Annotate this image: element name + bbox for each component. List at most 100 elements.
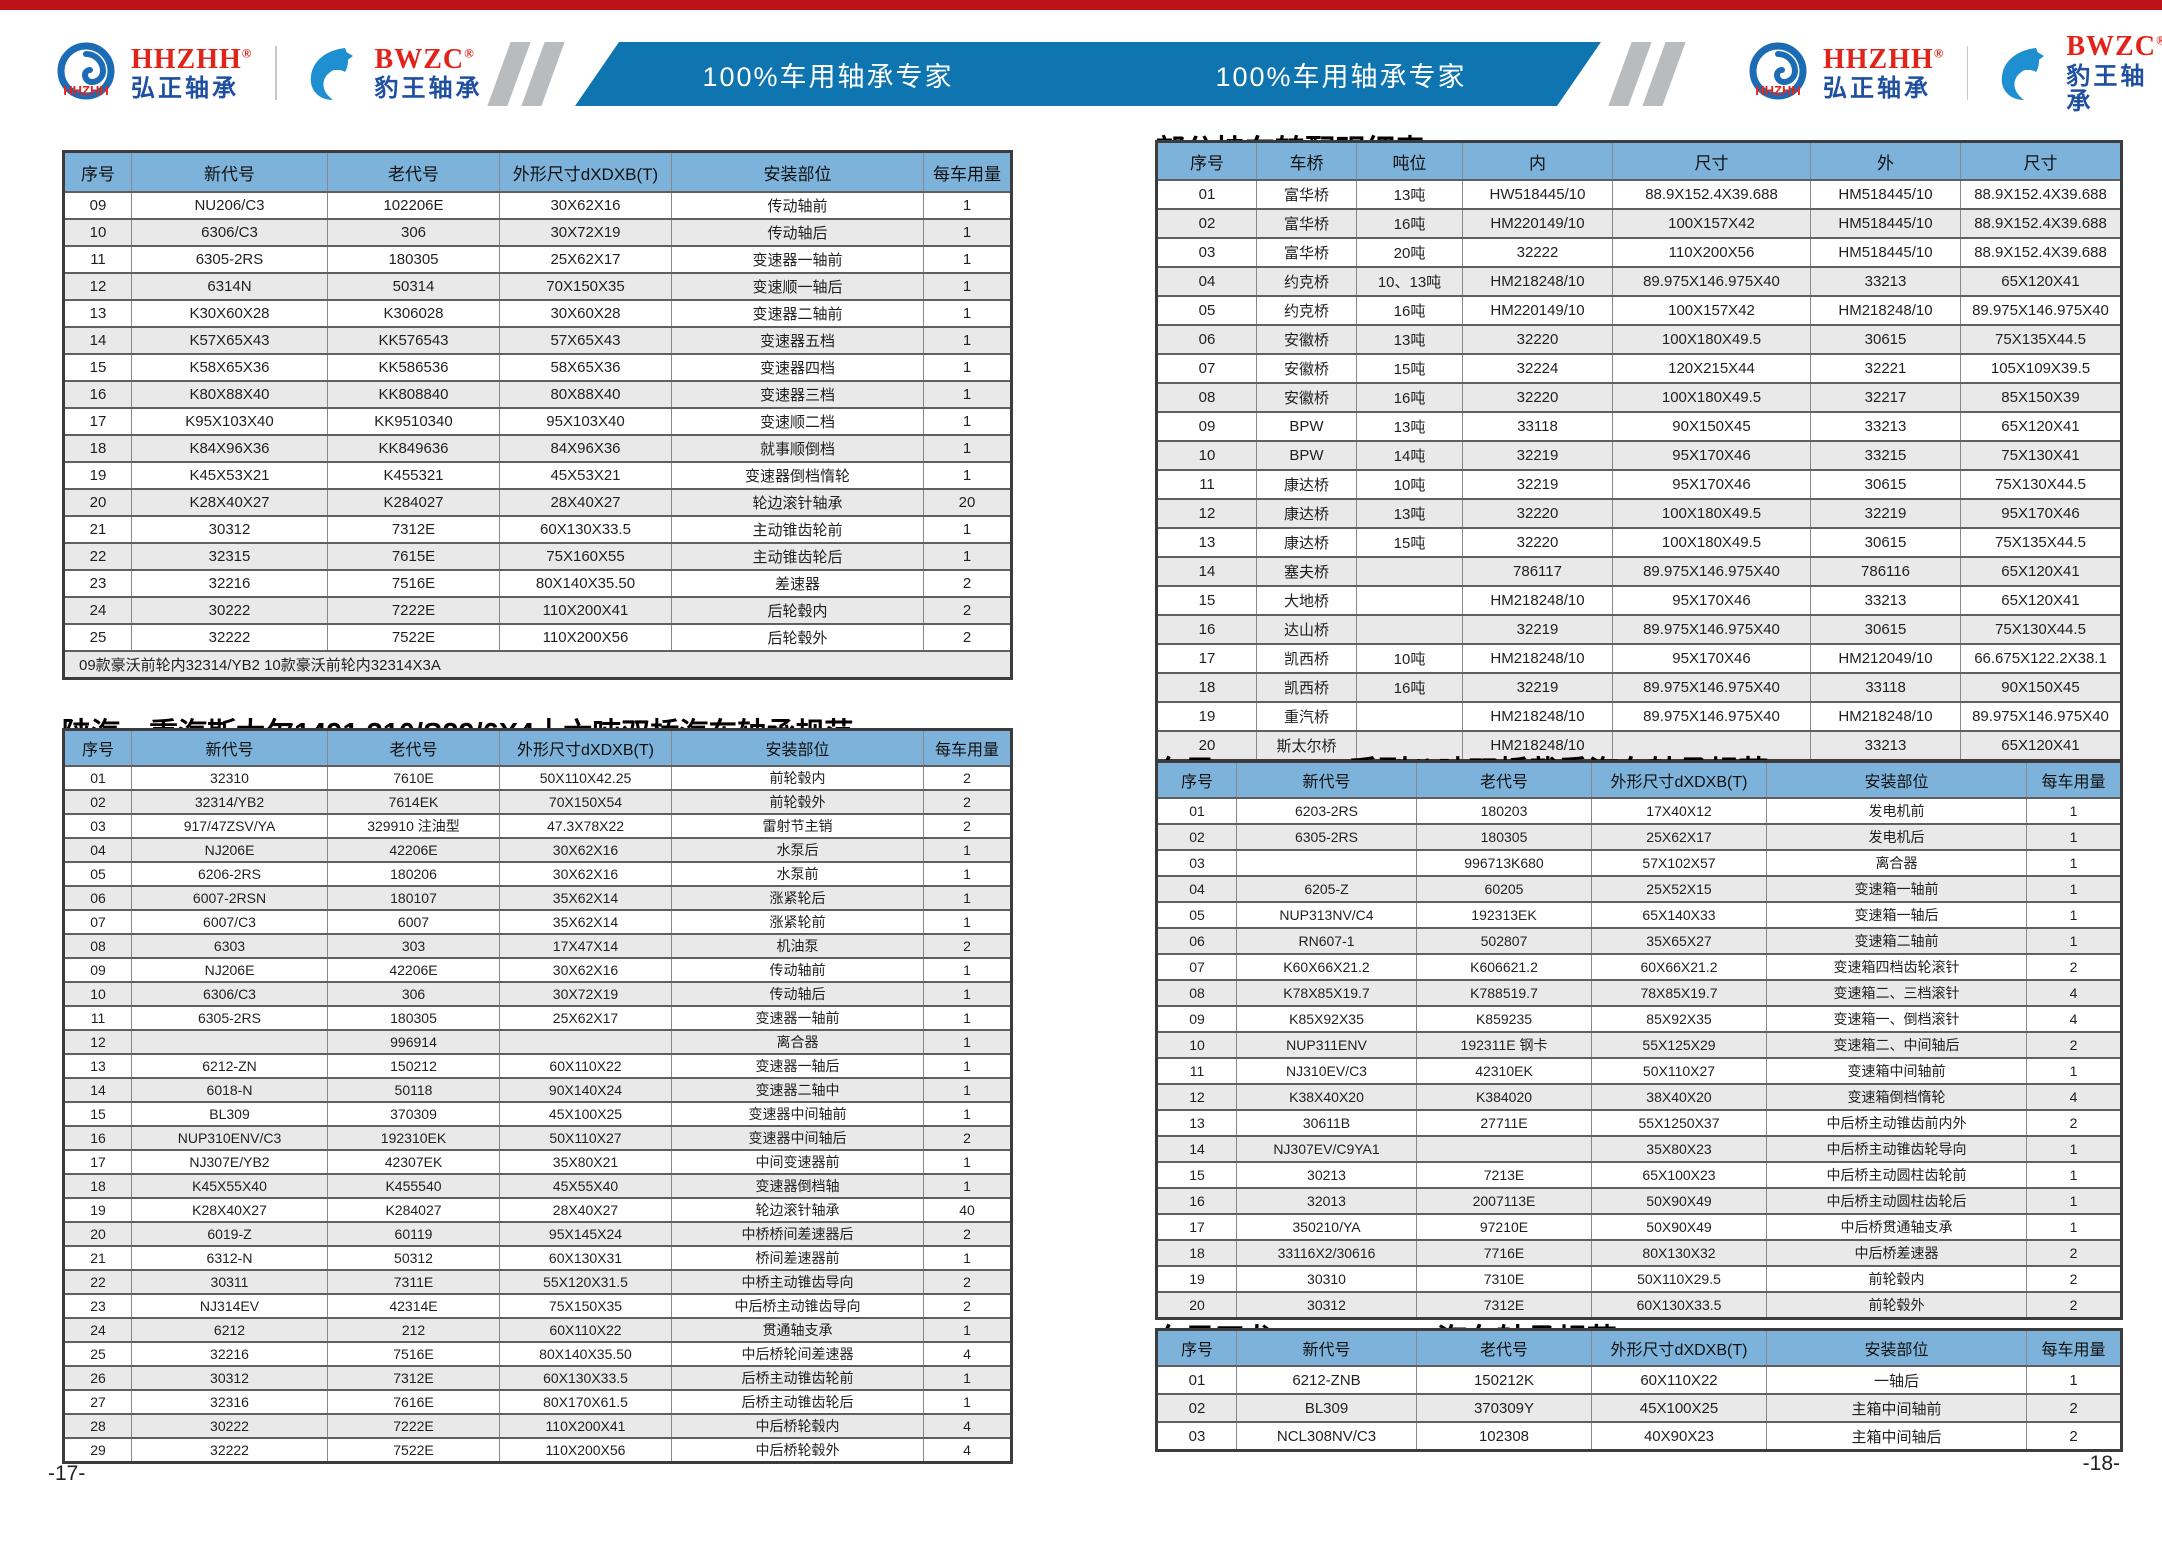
table-cell: 4 — [923, 1413, 1012, 1439]
table-cell: 30615 — [1810, 527, 1961, 558]
table-cell: 32310 — [131, 765, 328, 791]
table-cell: 150212K — [1416, 1365, 1592, 1395]
table-cell: 1 — [2026, 823, 2122, 851]
table-cell: 桥间差速器前 — [671, 1245, 924, 1271]
table-cell: 65X120X41 — [1960, 585, 2122, 616]
table-cell: 14 — [1156, 556, 1257, 587]
table-cell: 21 — [63, 515, 132, 544]
table-cell: 50X110X42.25 — [499, 765, 672, 791]
table-cell: 6303 — [131, 933, 328, 959]
table-cell: 7615E — [327, 542, 500, 571]
table-row: 17 凯西桥 10吨 HM218248/10 95X170X46 HM212049/10 6… — [1156, 643, 2122, 674]
table-cell: 7610E — [327, 765, 500, 791]
table-row: 04 约克桥 10、13吨 HM218248/10 89.975X146.975X40 3… — [1156, 266, 2122, 297]
table-cell: 180107 — [327, 885, 500, 911]
table-cell: 安徽桥 — [1256, 324, 1357, 355]
table-cell: 凯西桥 — [1256, 672, 1357, 703]
table-cell: 350210/YA — [1236, 1213, 1417, 1241]
table-cell: 04 — [63, 837, 132, 863]
table-cell — [1612, 730, 1811, 762]
table-cell: 17X47X14 — [499, 933, 672, 959]
table-cell: 65X100X23 — [1591, 1161, 1767, 1189]
column-header: 车桥 — [1256, 140, 1357, 181]
table-row: 15 BL309 370309 45X100X25 变速器中间轴前 1 — [63, 1101, 1012, 1127]
table-cell: 33213 — [1810, 585, 1961, 616]
table-cell: 60X130X33.5 — [499, 1365, 672, 1391]
table-cell — [131, 1029, 328, 1055]
table-cell: 95X170X46 — [1612, 643, 1811, 674]
table-cell: 15 — [1156, 1161, 1237, 1189]
table-cell: 1 — [923, 407, 1012, 436]
table-cell: 78X85X19.7 — [1591, 979, 1767, 1007]
table-cell: 2 — [923, 569, 1012, 598]
table-cell: 32013 — [1236, 1187, 1417, 1215]
table-cell: 370309Y — [1416, 1393, 1592, 1423]
table-cell: 09 — [63, 191, 132, 220]
table-cell: 变速器倒档惰轮 — [671, 461, 924, 490]
table-cell: 30611B — [1236, 1109, 1417, 1137]
table-cell: 6019-Z — [131, 1221, 328, 1247]
table-cell: 13吨 — [1356, 411, 1463, 442]
table-cell: 65X120X41 — [1960, 730, 2122, 762]
table-cell: 4 — [2026, 1005, 2122, 1033]
table-cell: 32222 — [131, 1437, 328, 1464]
table-cell: 32316 — [131, 1389, 328, 1415]
table-cell: K306028 — [327, 299, 500, 328]
table-cell: 1 — [923, 542, 1012, 571]
column-header: 老代号 — [1416, 1328, 1592, 1367]
table-cell: 1 — [923, 1101, 1012, 1127]
trailer-axle-table: 序号 车桥 吨位内尺寸外尺寸 01 富华桥 13吨 HW518445/10 88.9X152.… — [1155, 140, 2123, 762]
table-cell: 30X62X16 — [499, 837, 672, 863]
table-cell: 42310EK — [1416, 1057, 1592, 1085]
page-number-17: -17- — [48, 1462, 86, 1485]
table-row: 10 BPW 14吨 32219 95X170X46 33215 75X130X41 — [1156, 440, 2122, 471]
table-cell: 50X110X29.5 — [1591, 1265, 1767, 1293]
table-cell: HM220149/10 — [1462, 295, 1613, 326]
table-cell: 1 — [2026, 1365, 2122, 1395]
table-cell: 6212-ZNB — [1236, 1365, 1417, 1395]
table-cell: 13 — [63, 299, 132, 328]
table-cell: 917/47ZSV/YA — [131, 813, 328, 839]
table-cell: 50X90X49 — [1591, 1213, 1767, 1241]
table-row: 06 RN607-1 502807 35X65X27 变速箱二轴前 1 — [1156, 927, 2122, 955]
table-cell: 30312 — [131, 515, 328, 544]
table-header-row: 序号 新代号 老代号 外形尺寸dXDXB(T) 安装部位 每车用量 — [63, 150, 1012, 193]
table-cell: HM518445/10 — [1810, 179, 1961, 210]
table-cell: 后桥主动锥齿轮后 — [671, 1389, 924, 1415]
bearing-table-continued: 序号 新代号 老代号 外形尺寸dXDXB(T) 安装部位 每车用量 09 NU206/C3 10… — [62, 150, 1013, 680]
column-header: 新代号 — [131, 728, 328, 767]
table-cell: K788519.7 — [1416, 979, 1592, 1007]
table-cell: 100X180X49.5 — [1612, 382, 1811, 413]
table-cell: 35X62X14 — [499, 909, 672, 935]
table-row: 14 K57X65X43 KK576543 57X65X43 变速器五档 1 — [63, 326, 1012, 355]
table-cell: 4 — [2026, 1083, 2122, 1111]
table-cell: 1 — [923, 299, 1012, 328]
table-cell: 1 — [923, 861, 1012, 887]
table-cell: 13 — [1156, 527, 1257, 558]
table-cell: 中间变速器前 — [671, 1149, 924, 1175]
table-cell: 1 — [923, 515, 1012, 544]
table-row: 14 塞夫桥 786117 89.975X146.975X40 786116 65X120… — [1156, 556, 2122, 587]
table-cell: 75X135X44.5 — [1960, 527, 2122, 558]
table-cell: 康达桥 — [1256, 527, 1357, 558]
table-cell: K28X40X27 — [131, 488, 328, 517]
table-cell: 4 — [923, 1437, 1012, 1464]
table-cell: 50X110X27 — [1591, 1057, 1767, 1085]
table-cell: 192310EK — [327, 1125, 500, 1151]
table-cell: 95X145X24 — [499, 1221, 672, 1247]
table-cell: K45X53X21 — [131, 461, 328, 490]
column-header: 新代号 — [1236, 1328, 1417, 1367]
table-cell: 1 — [923, 434, 1012, 463]
table-cell: 16 — [63, 1125, 132, 1151]
table-cell: 1 — [923, 1005, 1012, 1031]
table-cell: 89.975X146.975X40 — [1960, 701, 2122, 732]
table-cell: 中后桥主动锥齿导向 — [671, 1293, 924, 1319]
table-cell: 1 — [923, 1365, 1012, 1391]
table-cell: 180206 — [327, 861, 500, 887]
table-cell: 2 — [923, 789, 1012, 815]
table-cell: 18 — [1156, 1239, 1237, 1267]
table-cell: 17 — [63, 1149, 132, 1175]
table-cell: 100X157X42 — [1612, 208, 1811, 239]
table-cell: 6203-2RS — [1236, 797, 1417, 825]
